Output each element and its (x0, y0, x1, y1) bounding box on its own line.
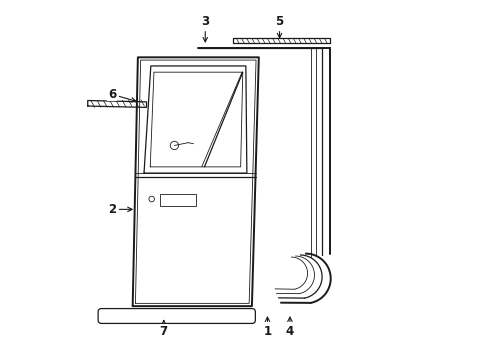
Text: 4: 4 (286, 317, 294, 338)
Text: 5: 5 (275, 15, 284, 38)
Text: 1: 1 (264, 317, 271, 338)
Text: 3: 3 (201, 15, 209, 42)
Text: 7: 7 (160, 320, 168, 338)
Text: 2: 2 (108, 203, 132, 216)
Text: 6: 6 (108, 88, 136, 102)
FancyBboxPatch shape (98, 309, 255, 323)
FancyBboxPatch shape (160, 194, 196, 206)
